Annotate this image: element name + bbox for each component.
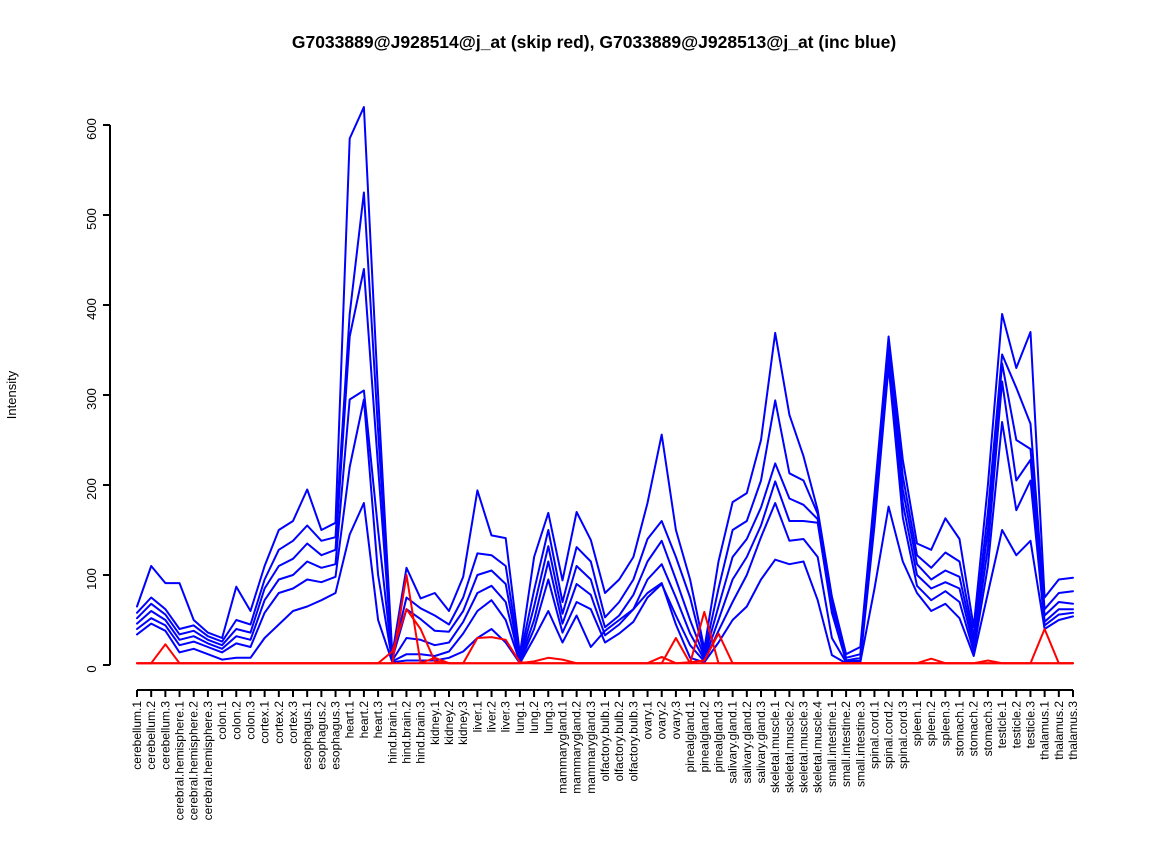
series-line-inc-blue-6 [136, 502, 1074, 665]
x-category-label: olfactory.bulb.2 [612, 701, 626, 782]
x-category-label: lung.1 [513, 701, 527, 734]
x-category-label: lung.2 [527, 701, 541, 734]
x-category-label: skeletal.muscle.4 [811, 701, 825, 793]
x-category-label: pinealgland.2 [697, 701, 711, 773]
x-category-label: cerebral.hemisphere.2 [187, 701, 201, 821]
series-line-inc-blue-4 [136, 356, 1074, 663]
x-category-label: hind.brain.2 [399, 701, 413, 764]
x-category-label: liver.2 [485, 701, 499, 733]
x-category-label: liver.1 [470, 701, 484, 733]
x-category-label: cortex.2 [272, 701, 286, 744]
x-category-label: heart.2 [357, 701, 371, 739]
x-category-label: spinal.cord.1 [867, 701, 881, 769]
y-tick-label: 100 [84, 568, 99, 590]
series-line-inc-blue-2 [136, 191, 1074, 659]
x-category-label: cortex.1 [258, 701, 272, 744]
y-axis: 0 100 200 300 400 500 600 [84, 118, 111, 673]
series-line-inc-blue-1 [136, 106, 1074, 656]
x-category-label: small.intestine.3 [853, 701, 867, 787]
x-category-label: skeletal.muscle.3 [797, 701, 811, 793]
x-category-label: ovary.1 [641, 701, 655, 740]
y-tick-label: 400 [84, 298, 99, 320]
x-category-label: spleen.2 [924, 701, 938, 747]
x-category-label: salivary.gland.3 [754, 701, 768, 784]
x-category-label: thalamus.2 [1052, 701, 1066, 760]
x-category-label: testicle.1 [995, 701, 1009, 749]
x-category-label: cerebellum.2 [144, 701, 158, 770]
x-category-label: heart.1 [343, 701, 357, 739]
x-category-label: kidney.1 [428, 701, 442, 745]
x-category-label: mammarygland.2 [570, 701, 584, 794]
x-category-label: cortex.3 [286, 701, 300, 744]
y-tick-label: 500 [84, 208, 99, 230]
x-category-label: testicle.3 [1023, 701, 1037, 749]
series-lines [136, 106, 1074, 665]
x-category-label: pinealgland.1 [683, 701, 697, 773]
y-tick-label: 0 [84, 665, 99, 672]
x-category-label: esophagus.3 [329, 701, 343, 770]
x-category-label: colon.3 [243, 701, 257, 740]
x-category-label: skeletal.muscle.1 [768, 701, 782, 793]
x-category-label: skeletal.muscle.2 [782, 701, 796, 793]
x-category-label: stomach.3 [981, 701, 995, 757]
x-category-label: colon.1 [215, 701, 229, 740]
x-category-label: mammarygland.1 [555, 701, 569, 794]
x-category-label: salivary.gland.1 [726, 701, 740, 784]
x-category-label: small.intestine.2 [839, 701, 853, 787]
x-category-label: cerebral.hemisphere.1 [173, 701, 187, 821]
y-tick-label: 300 [84, 388, 99, 410]
x-category-label: kidney.2 [442, 701, 456, 745]
x-category-label: ovary.2 [655, 701, 669, 740]
x-category-label: spleen.3 [938, 701, 952, 747]
x-category-label: spinal.cord.2 [882, 701, 896, 769]
x-category-label: heart.3 [371, 701, 385, 739]
x-category-label: esophagus.2 [314, 701, 328, 770]
y-tick-label: 200 [84, 478, 99, 500]
x-category-label: cerebral.hemisphere.3 [201, 701, 215, 821]
x-category-label: liver.3 [499, 701, 513, 733]
chart-title: G7033889@J928514@j_at (skip red), G70338… [292, 32, 896, 52]
x-category-label: thalamus.1 [1038, 701, 1052, 760]
x-category-label: ovary.3 [669, 701, 683, 740]
x-category-label: mammarygland.3 [584, 701, 598, 794]
x-category-label: olfactory.bulb.1 [598, 701, 612, 782]
x-category-label: hind.brain.1 [385, 701, 399, 764]
x-category-label: spinal.cord.3 [896, 701, 910, 769]
y-tick-label: 600 [84, 118, 99, 140]
x-category-label: cerebellum.3 [158, 701, 172, 770]
x-category-label: salivary.gland.2 [740, 701, 754, 784]
series-line-inc-blue-3 [136, 268, 1074, 662]
x-category-label: cerebellum.1 [130, 701, 144, 770]
x-category-label: spleen.1 [910, 701, 924, 747]
y-axis-title: Intensity [4, 370, 19, 419]
x-category-label: esophagus.1 [300, 701, 314, 770]
x-category-label: colon.2 [229, 701, 243, 740]
x-category-label: stomach.1 [953, 701, 967, 757]
x-category-label: lung.3 [541, 701, 555, 734]
x-category-label: thalamus.3 [1066, 701, 1080, 760]
series-line-inc-blue-5 [136, 365, 1074, 664]
x-category-label: small.intestine.1 [825, 701, 839, 787]
x-axis: cerebellum.1 cerebellum.2 cerebellum.3 cere… [130, 689, 1080, 821]
series-line-skip-red-3 [136, 655, 1074, 665]
x-category-label: kidney.3 [456, 701, 470, 745]
x-category-label: hind.brain.3 [414, 701, 428, 764]
x-category-label: stomach.2 [967, 701, 981, 757]
x-category-label: pinealgland.3 [711, 701, 725, 773]
x-category-label: testicle.2 [1009, 701, 1023, 749]
x-category-label: olfactory.bulb.3 [626, 701, 640, 782]
